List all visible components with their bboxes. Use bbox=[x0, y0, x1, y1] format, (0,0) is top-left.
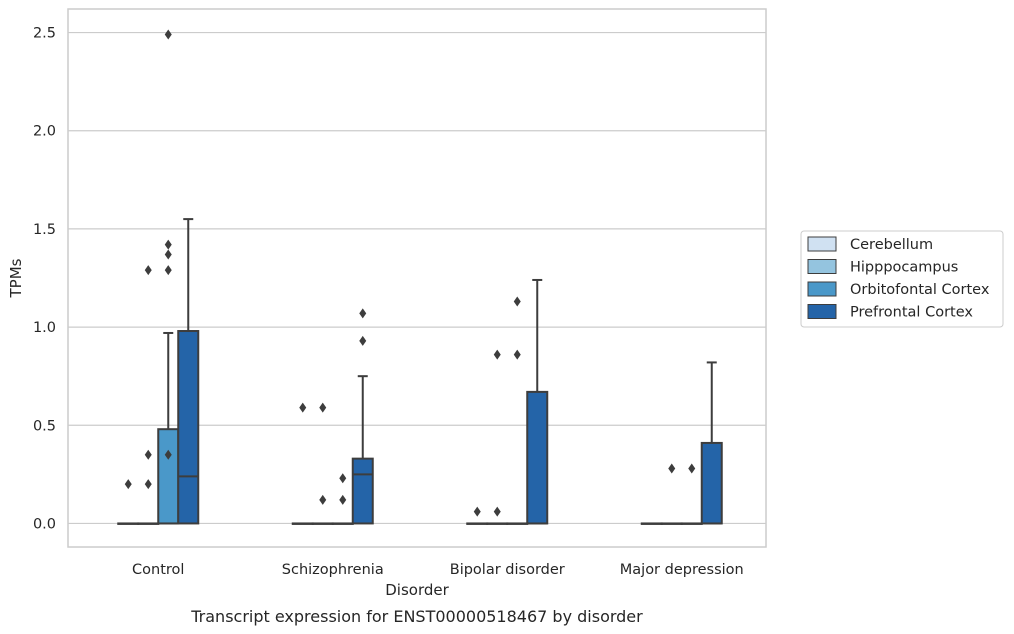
y-axis-title: TPMs bbox=[7, 258, 25, 298]
chart-caption: Transcript expression for ENST0000051846… bbox=[190, 607, 643, 626]
legend-label: Hipppocampus bbox=[850, 260, 958, 276]
legend-frame bbox=[800, 230, 1004, 328]
outlier-point bbox=[359, 308, 367, 319]
y-tick-label: 1.0 bbox=[33, 320, 56, 336]
outlier-point bbox=[339, 473, 347, 484]
legend: Cerebellum Hipppocampus Orbitofontal Corte… bbox=[800, 230, 1004, 328]
outlier-point bbox=[144, 449, 152, 460]
outlier-point bbox=[164, 449, 172, 460]
legend-swatch bbox=[807, 259, 837, 274]
outlier-point bbox=[668, 463, 676, 474]
legend-swatch bbox=[807, 281, 837, 297]
outlier-point bbox=[493, 506, 501, 517]
legend-swatch bbox=[807, 304, 837, 319]
box bbox=[157, 428, 180, 525]
x-tick-label: Bipolar disorder bbox=[450, 562, 565, 578]
outlier-point bbox=[513, 296, 521, 307]
box bbox=[177, 330, 200, 525]
legend-label: Cerebellum bbox=[850, 237, 933, 253]
y-tick-label: 0.5 bbox=[33, 418, 56, 434]
outlier-point bbox=[339, 494, 347, 505]
outlier-point bbox=[299, 402, 307, 413]
outlier-point bbox=[124, 479, 132, 490]
x-tick-label: Major depression bbox=[620, 562, 744, 578]
outlier-point bbox=[144, 479, 152, 490]
y-tick-label: 2.0 bbox=[33, 124, 56, 140]
outlier-point bbox=[359, 335, 367, 346]
outlier-point bbox=[319, 494, 327, 505]
outlier-point bbox=[513, 349, 521, 360]
outlier-point bbox=[164, 29, 172, 40]
x-axis-title: Disorder bbox=[385, 581, 449, 599]
box bbox=[700, 441, 723, 525]
outlier-point bbox=[164, 265, 172, 276]
x-tick-label: Control bbox=[132, 562, 184, 578]
y-tick-label: 2.5 bbox=[33, 26, 56, 42]
box bbox=[526, 390, 549, 525]
outlier-point bbox=[493, 349, 501, 360]
legend-label: Orbitofontal Cortex bbox=[850, 282, 990, 298]
outlier-point bbox=[473, 506, 481, 517]
outlier-point bbox=[319, 402, 327, 413]
box-plots bbox=[117, 29, 723, 525]
outlier-point bbox=[688, 463, 696, 474]
outlier-point bbox=[164, 249, 172, 260]
y-tick-label: 1.5 bbox=[33, 222, 56, 238]
outlier-point bbox=[144, 265, 152, 276]
box bbox=[351, 457, 374, 525]
y-tick-labels: 0.0 0.5 1.0 1.5 2.0 2.5 bbox=[33, 26, 56, 533]
x-tick-label: Schizophrenia bbox=[282, 562, 384, 578]
legend-label: Prefrontal Cortex bbox=[850, 305, 973, 321]
x-tick-labels: Control Schizophrenia Bipolar disorder Majo… bbox=[132, 562, 744, 578]
outlier-point bbox=[164, 239, 172, 250]
y-tick-label: 0.0 bbox=[33, 516, 56, 532]
legend-swatch bbox=[807, 236, 837, 252]
